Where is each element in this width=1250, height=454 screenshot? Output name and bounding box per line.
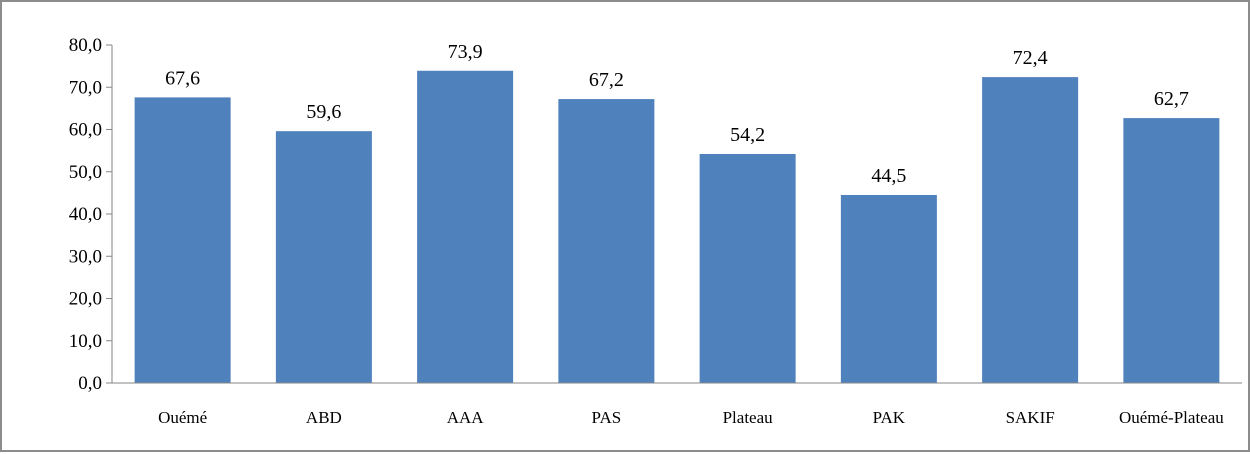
category-label: PAS — [592, 408, 622, 427]
y-tick-label: 30,0 — [69, 246, 102, 267]
data-label: 73,9 — [448, 41, 483, 63]
y-tick-label: 50,0 — [69, 162, 102, 183]
y-tick-label: 10,0 — [69, 331, 102, 352]
data-label: 54,2 — [730, 124, 765, 146]
bar — [417, 70, 514, 384]
category-labels-group: Ouémé ABD AAA PAS Plateau PAK SAKIF Ouémé-Plate… — [158, 408, 1224, 427]
category-label: AAA — [447, 408, 485, 427]
category-label: Plateau — [723, 408, 774, 427]
data-label: 44,5 — [871, 165, 906, 187]
bar — [840, 194, 937, 383]
category-label: Ouémé — [158, 408, 207, 427]
data-label: 67,2 — [589, 69, 624, 91]
y-tick-label: 40,0 — [69, 204, 102, 225]
bar — [1123, 118, 1220, 383]
bars-group — [134, 70, 1220, 384]
data-label: 59,6 — [306, 101, 341, 123]
data-label: 62,7 — [1154, 88, 1189, 110]
data-label: 72,4 — [1013, 47, 1048, 69]
y-tick-label: 60,0 — [69, 120, 102, 141]
data-label: 67,6 — [165, 67, 200, 89]
category-label: SAKIF — [1006, 408, 1055, 427]
y-tick-label: 0,0 — [78, 373, 102, 394]
y-tick-label: 80,0 — [69, 35, 102, 56]
y-tick-label: 70,0 — [69, 77, 102, 98]
bar — [982, 77, 1079, 384]
category-label: ABD — [306, 408, 342, 427]
y-tick-label: 20,0 — [69, 289, 102, 310]
bar — [134, 97, 231, 383]
category-label: Ouémé-Plateau — [1119, 408, 1224, 427]
bar — [275, 131, 372, 383]
category-label: PAK — [873, 408, 906, 427]
y-axis-ticks: 0,0 10,0 20,0 30,0 40,0 50,0 60,0 70,0 80,0 — [69, 35, 112, 394]
bar — [558, 99, 655, 383]
data-labels-group: 67,6 59,6 73,9 67,2 54,2 44,5 72,4 62,7 — [165, 41, 1189, 187]
bar — [699, 154, 796, 383]
